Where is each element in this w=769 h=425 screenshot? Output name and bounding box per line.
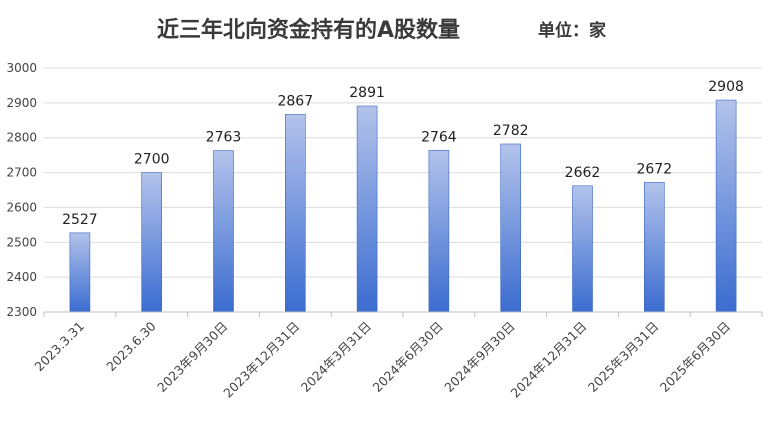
data-label: 2891	[349, 85, 385, 101]
x-tick-label: 2023.6.30	[103, 318, 159, 374]
bar	[715, 99, 737, 313]
bar	[213, 150, 234, 313]
x-axis-ticks: 2023.3.31 2023.6.302023年9月30日2023年12月31日2…	[31, 311, 763, 401]
data-label: 2662	[565, 165, 601, 181]
bar	[643, 182, 665, 313]
bar	[69, 232, 91, 313]
data-label: 2763	[206, 130, 242, 146]
bar	[356, 105, 378, 313]
data-label: 2764	[421, 129, 457, 145]
y-tick-label: 2800	[6, 131, 37, 145]
data-label: 2700	[134, 152, 170, 168]
x-tick-label: 2023年12月31日	[220, 319, 302, 401]
y-tick-label: 2400	[6, 270, 37, 284]
bars	[69, 99, 737, 313]
bar	[428, 149, 450, 313]
bar	[572, 185, 593, 313]
y-tick-label: 3000	[6, 61, 37, 75]
x-tick-label: 2024年9月30日	[441, 319, 517, 395]
data-label: 2782	[493, 123, 529, 139]
chart-title: 近三年北向资金持有的A股数量	[157, 17, 460, 43]
y-tick-label: 2300	[6, 305, 37, 319]
x-tick-label: 2024年3月31日	[298, 319, 374, 395]
x-tick-label: 2023年9月30日	[154, 319, 230, 395]
bar	[500, 143, 522, 313]
y-tick-label: 2900	[6, 96, 37, 110]
y-tick-label: 2700	[6, 166, 37, 180]
data-label: 2527	[62, 212, 98, 228]
x-tick-label: 2025年3月31日	[585, 319, 661, 395]
y-tick-label: 2500	[6, 235, 37, 249]
x-tick-label: 2025年6月30日	[657, 319, 733, 395]
data-label: 2908	[708, 79, 744, 95]
data-labels: 2527 2700 2763 2867 2891 2764 2782 2662 2672 2908	[62, 79, 744, 228]
bar	[141, 172, 162, 313]
gridlines	[44, 67, 762, 313]
data-label: 2867	[277, 93, 313, 109]
x-tick-label: 2023.3.31	[31, 319, 87, 375]
chart-unit: 单位：家	[538, 20, 606, 41]
bar	[284, 114, 306, 313]
x-tick-label: 2024年12月31日	[508, 319, 590, 401]
x-tick-label: 2024年6月30日	[370, 319, 446, 395]
y-tick-label: 2600	[6, 200, 37, 214]
data-label: 2672	[636, 161, 672, 177]
y-axis-ticks: 2300 2400 2500 2600 2700 2800 2900 3000	[6, 61, 37, 319]
